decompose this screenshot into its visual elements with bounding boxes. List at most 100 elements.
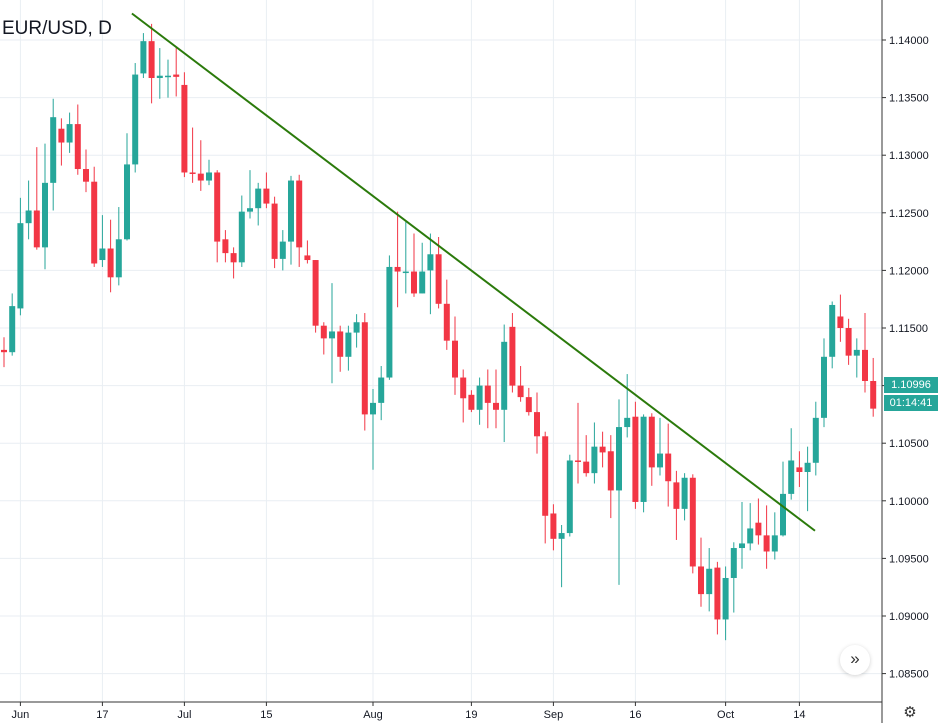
candle-body — [542, 436, 549, 516]
candle — [640, 414, 647, 513]
candle-body — [25, 210, 32, 224]
candle-body — [50, 117, 57, 183]
candle — [689, 474, 696, 574]
candle — [755, 498, 762, 545]
candle-body — [870, 380, 877, 409]
candle-body — [9, 306, 16, 353]
bar-countdown-label: 01:14:41 — [884, 395, 938, 411]
double-chevron-right-icon: » — [850, 649, 860, 668]
candle — [566, 454, 573, 537]
candle-body — [402, 271, 409, 274]
candle — [648, 413, 655, 486]
candle — [304, 240, 311, 264]
candle-body — [665, 453, 672, 482]
candle — [140, 33, 147, 79]
candle — [763, 505, 770, 569]
candle-body — [42, 182, 48, 248]
candle — [148, 23, 155, 104]
candle-body — [730, 548, 737, 578]
candle-body — [706, 568, 713, 595]
candle-body — [124, 164, 130, 240]
candle-body — [616, 427, 622, 491]
candle — [468, 390, 475, 413]
candle — [517, 366, 524, 402]
trendline[interactable] — [131, 12, 816, 532]
candle — [353, 314, 360, 348]
candle-body — [222, 239, 229, 254]
candle-body — [821, 356, 827, 418]
candle-body — [714, 567, 721, 620]
candle — [33, 147, 40, 250]
candle-body — [173, 74, 180, 77]
time-tick-label: Oct — [717, 709, 734, 721]
candle — [386, 255, 393, 380]
candle-body — [107, 248, 114, 278]
candle-body — [796, 467, 803, 472]
candle-body — [517, 385, 524, 398]
candle-body — [722, 577, 729, 620]
candle-body — [476, 385, 483, 410]
candle — [206, 159, 212, 186]
candle-body — [189, 172, 196, 174]
candle — [698, 537, 704, 607]
time-tick-label: 16 — [629, 709, 641, 721]
candle — [1, 337, 7, 368]
candle-body — [132, 74, 139, 165]
candle — [657, 417, 663, 476]
candle — [509, 313, 516, 393]
candle — [443, 279, 450, 350]
candle — [607, 435, 614, 519]
candle-body — [558, 533, 565, 539]
price-tick-label: 1.14000 — [889, 35, 929, 47]
candle-body — [181, 84, 188, 173]
candle-body — [443, 303, 450, 341]
chart-settings-button[interactable]: ⚙ — [902, 705, 918, 721]
candle-body — [780, 493, 786, 536]
time-axis[interactable]: Jun 17 Jul 15 Aug 19 Sep 16 Oct 14 — [12, 702, 806, 721]
candle — [501, 324, 508, 443]
candle — [599, 431, 606, 468]
candle — [197, 140, 204, 191]
candle-body — [74, 124, 81, 170]
scroll-to-realtime-button[interactable]: » — [840, 645, 870, 675]
candle — [624, 374, 631, 438]
candle-body — [58, 128, 65, 143]
price-axis[interactable]: 1.14000 1.13500 1.13000 1.12500 1.12000 1.115… — [882, 35, 929, 681]
candle-body — [83, 169, 89, 182]
candle-body — [853, 349, 860, 356]
candle — [542, 431, 549, 544]
time-tick-label: Jul — [177, 709, 191, 721]
time-tick-label: 14 — [793, 709, 805, 721]
price-tick-label: 1.13000 — [889, 150, 929, 162]
candle-body — [411, 271, 417, 294]
candle-body — [419, 271, 426, 294]
candle — [780, 461, 786, 537]
candle — [329, 283, 335, 384]
candle — [419, 242, 426, 294]
candle-body — [812, 417, 819, 463]
candle-body — [304, 255, 311, 261]
candle — [788, 428, 795, 500]
last-price-label: 1.10996 — [884, 377, 938, 393]
candle — [681, 473, 688, 521]
candle — [288, 175, 294, 265]
candle-body — [337, 331, 344, 357]
price-tick-label: 1.12000 — [889, 265, 929, 277]
candle — [345, 325, 352, 371]
price-tick-label: 1.11500 — [889, 323, 928, 335]
candle — [337, 325, 344, 372]
candle-body — [673, 482, 680, 509]
candle — [132, 63, 139, 173]
candle-body — [501, 341, 508, 410]
candle — [296, 174, 303, 267]
time-tick-label: 19 — [465, 709, 477, 721]
candle — [534, 392, 540, 454]
candle-body — [607, 451, 614, 491]
candle-body — [17, 223, 24, 309]
candle-body — [345, 332, 352, 357]
candle — [361, 313, 368, 431]
candle — [91, 166, 98, 267]
candle-body — [681, 477, 688, 509]
candle — [427, 233, 434, 315]
